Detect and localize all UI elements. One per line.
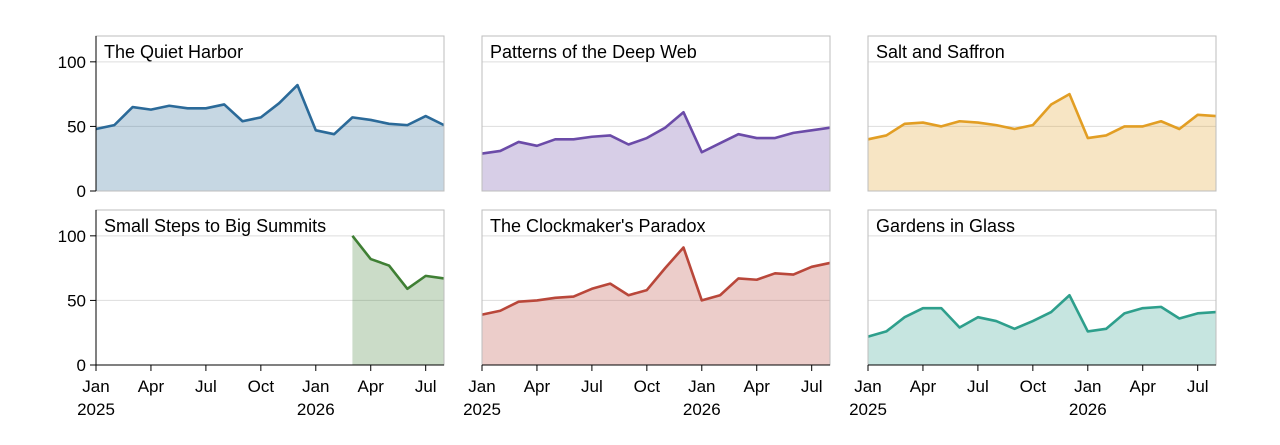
x-tick-label: Jul xyxy=(801,377,823,396)
x-tick-label: Jan xyxy=(468,377,495,396)
x-tick-label: Jan xyxy=(302,377,329,396)
x-tick-label: Jan xyxy=(854,377,881,396)
area-fill xyxy=(868,94,1216,191)
area-fill xyxy=(96,85,444,191)
x-tick-label: Oct xyxy=(634,377,661,396)
x-tick-label: Jul xyxy=(415,377,437,396)
x-tick-label: Jan xyxy=(82,377,109,396)
x-tick-label: Apr xyxy=(910,377,937,396)
x-tick-label: Apr xyxy=(1130,377,1157,396)
panel-title: Salt and Saffron xyxy=(876,42,1005,62)
panel-2: Patterns of the Deep Web xyxy=(482,36,830,191)
y-tick-label: 100 xyxy=(58,53,86,72)
y-tick-label: 0 xyxy=(77,182,86,201)
x-tick-label: Oct xyxy=(1020,377,1047,396)
panel-title: The Clockmaker's Paradox xyxy=(490,216,706,236)
x-tick-label: Jan xyxy=(688,377,715,396)
panel-title: Small Steps to Big Summits xyxy=(104,216,326,236)
panel-title: Gardens in Glass xyxy=(876,216,1015,236)
x-tick-label: Jul xyxy=(195,377,217,396)
x-tick-year-label: 2026 xyxy=(683,400,721,419)
x-tick-label: Jul xyxy=(967,377,989,396)
y-tick-label: 100 xyxy=(58,227,86,246)
panel-1: The Quiet Harbor 0 50 100 xyxy=(58,36,444,201)
panel-3: Salt and Saffron xyxy=(868,36,1216,191)
y-tick-label: 0 xyxy=(77,356,86,375)
x-tick-label: Apr xyxy=(524,377,551,396)
y-tick-label: 50 xyxy=(67,117,86,136)
area-fill xyxy=(868,295,1216,365)
panel-title: Patterns of the Deep Web xyxy=(490,42,697,62)
x-tick-year-label: 2025 xyxy=(77,400,115,419)
x-tick-label: Apr xyxy=(358,377,385,396)
x-tick-label: Jan xyxy=(1074,377,1101,396)
x-tick-label: Apr xyxy=(138,377,165,396)
x-tick-year-label: 2025 xyxy=(849,400,887,419)
x-tick-label: Apr xyxy=(744,377,771,396)
x-tick-label: Oct xyxy=(248,377,275,396)
panel-5: The Clockmaker's Paradox Jan 2025 Apr Jul Oct… xyxy=(463,210,830,419)
x-tick-label: Jul xyxy=(1187,377,1209,396)
x-tick-label: Jul xyxy=(581,377,603,396)
y-tick-label: 50 xyxy=(67,291,86,310)
x-tick-year-label: 2026 xyxy=(297,400,335,419)
area-fill xyxy=(482,112,830,191)
panel-4: Small Steps to Big Summits 0 50 100 Jan 2025 A… xyxy=(58,210,444,419)
panel-title: The Quiet Harbor xyxy=(104,42,243,62)
x-tick-year-label: 2025 xyxy=(463,400,501,419)
panel-6: Gardens in Glass Jan 2025 Apr Jul Oct Jan 2026 A… xyxy=(849,210,1216,419)
x-tick-year-label: 2026 xyxy=(1069,400,1107,419)
area-fill xyxy=(482,247,830,365)
